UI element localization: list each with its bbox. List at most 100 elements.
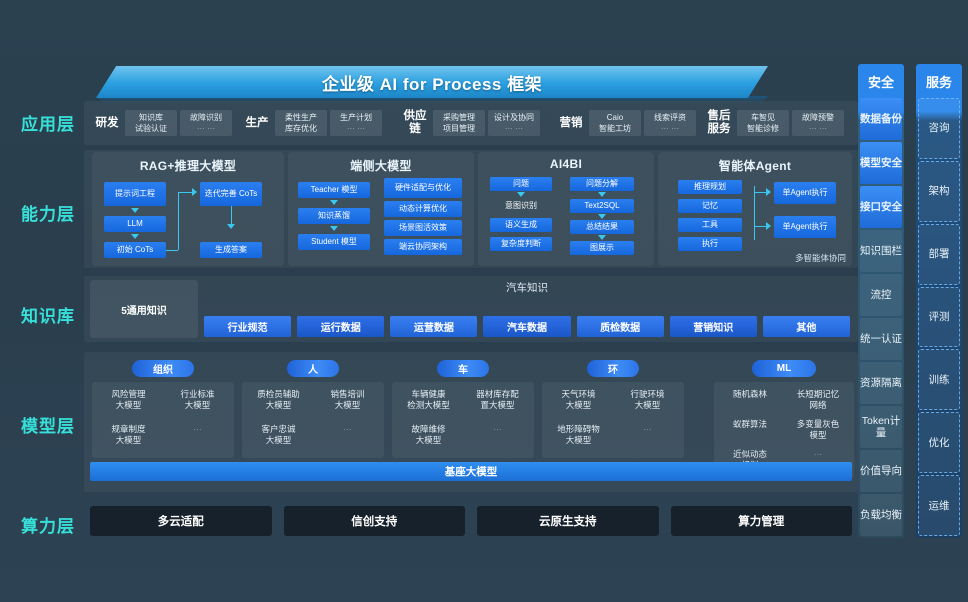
node-prompt-engineering[interactable]: 提示词工程 xyxy=(104,182,166,206)
model-item[interactable]: ··· xyxy=(343,424,352,434)
capability-box-edge-model[interactable]: 端侧大模型 Teacher 模型 知识蒸馏 Student 模型 硬件适配与优化… xyxy=(288,152,474,266)
model-item[interactable]: 行驶环境 大模型 xyxy=(630,389,665,410)
node-initial-cots[interactable]: 初始 CoTs xyxy=(104,242,166,258)
rail-security-item[interactable]: 接口安全 xyxy=(860,186,902,228)
model-item[interactable]: ··· xyxy=(643,424,652,434)
application-group[interactable]: 供应链 采购管理 项目管理 设计及协同 ··· ··· xyxy=(400,103,540,143)
knowledge-chip[interactable]: 营销知识 xyxy=(669,316,757,337)
model-item[interactable]: ··· xyxy=(193,424,202,434)
application-chip[interactable]: 采购管理 项目管理 xyxy=(433,110,485,136)
base-model-bar[interactable]: 基座大模型 xyxy=(90,462,852,481)
model-item[interactable]: 质检员辅助 大模型 xyxy=(257,389,300,410)
rail-security-item[interactable]: 模型安全 xyxy=(860,142,902,184)
general-knowledge-card[interactable]: 5通用知识 xyxy=(90,280,198,338)
node-iterative-cots[interactable]: 迭代完善 CoTs xyxy=(200,182,262,206)
rail-service-item[interactable]: 训练 xyxy=(918,349,960,411)
rail-service-item[interactable]: 架构 xyxy=(918,160,960,222)
application-group[interactable]: 生产 柔性生产 库存优化 生产计划 ··· ··· xyxy=(242,103,382,143)
capability-box-ai4bi[interactable]: AI4BI 问题 意图识别 语义生成 复杂度判断 问题分解 Text2SQL 总… xyxy=(478,152,654,266)
node-summarize-results[interactable]: 总结结果 xyxy=(570,220,634,234)
node-generate-answer[interactable]: 生成答案 xyxy=(200,242,262,258)
application-chip[interactable]: 故障预警 ··· ··· xyxy=(792,110,844,136)
model-item[interactable]: 车辆健康 检测大模型 xyxy=(407,389,450,410)
model-group[interactable]: 组织 风险管理 大模型 行业标准 大模型 规章制度 大模型 ··· xyxy=(92,360,234,458)
model-group[interactable]: ML随机森林长短期记忆网络蚁群算法多变量灰色模型近似动态规划··· xyxy=(714,360,854,478)
application-chip[interactable]: 设计及协同 ··· ··· xyxy=(488,110,540,136)
application-group[interactable]: 营销 Caio 智能工坊 线索评资 ··· ··· xyxy=(556,103,696,143)
rail-security-item[interactable]: 数据备份 xyxy=(860,98,902,140)
node-memory[interactable]: 记忆 xyxy=(678,199,742,213)
model-item[interactable]: 风险管理 大模型 xyxy=(111,389,146,410)
node-cloud-edge-architecture[interactable]: 端云协同架构 xyxy=(384,239,462,255)
model-item[interactable]: 故障维修 大模型 xyxy=(411,424,446,445)
node-knowledge-distillation[interactable]: 知识蒸馏 xyxy=(298,208,370,224)
node-execute[interactable]: 执行 xyxy=(678,237,742,251)
node-scenario-policy[interactable]: 场景图活效策 xyxy=(384,220,462,236)
capability-box-rag[interactable]: RAG+推理大模型 提示词工程 LLM 初始 CoTs 迭代完善 CoTs 生成… xyxy=(92,152,284,266)
rail-security-item[interactable]: 知识围栏 xyxy=(860,230,902,272)
model-group[interactable]: 车车辆健康 检测大模型 器材库存配 置大模型 故障维修 大模型 ··· xyxy=(392,360,534,458)
model-group[interactable]: 环天气环境 大模型 行驶环境 大模型 地形障碍物 大模型 ··· xyxy=(542,360,684,458)
rail-security-item[interactable]: 流控 xyxy=(860,274,902,316)
application-chip[interactable]: 知识库 试验认证 xyxy=(125,110,177,136)
application-chip[interactable]: Caio 智能工坊 xyxy=(589,110,641,136)
node-intent-recognition[interactable]: 意图识别 xyxy=(505,201,537,211)
model-item[interactable]: 器材库存配 置大模型 xyxy=(476,389,519,410)
rail-security-item[interactable]: 资源隔离 xyxy=(860,362,902,404)
model-item[interactable]: 规章制度 大模型 xyxy=(111,424,146,445)
node-semantic-generation[interactable]: 语义生成 xyxy=(490,218,552,232)
application-chip[interactable]: 柔性生产 库存优化 xyxy=(275,110,327,136)
knowledge-chip[interactable]: 运营数据 xyxy=(390,316,478,337)
application-chip[interactable]: 故障识别 ··· ··· xyxy=(180,110,232,136)
application-chip[interactable]: 生产计划 ··· ··· xyxy=(330,110,382,136)
model-item[interactable]: 长短期记忆 网络 xyxy=(796,389,840,410)
application-group[interactable]: 售后服务 车智见 智能诊修 故障预警 ··· ··· xyxy=(704,103,844,143)
node-hardware-adaptation[interactable]: 硬件适配与优化 xyxy=(384,178,462,198)
capability-box-agent[interactable]: 智能体Agent 推理规划 记忆 工具 执行 单Agent执行 单Agent执行… xyxy=(658,152,852,266)
rail-service-item[interactable]: 优化 xyxy=(918,412,960,474)
rail-security-item[interactable]: Token计量 xyxy=(860,406,902,448)
rail-service-item[interactable]: 咨询 xyxy=(918,98,960,159)
model-item[interactable]: ··· xyxy=(493,424,502,434)
node-tools[interactable]: 工具 xyxy=(678,218,742,232)
rail-security-item[interactable]: 统一认证 xyxy=(860,318,902,360)
node-student-model[interactable]: Student 模型 xyxy=(298,234,370,250)
model-item[interactable]: 客户忠诚 大模型 xyxy=(261,424,296,445)
node-single-agent-exec-2[interactable]: 单Agent执行 xyxy=(774,216,836,238)
knowledge-chip[interactable]: 其他 xyxy=(762,316,850,337)
node-dynamic-compute-optimization[interactable]: 动态计算优化 xyxy=(384,201,462,217)
model-item[interactable]: ··· xyxy=(813,449,823,459)
model-item[interactable]: 行业标准 大模型 xyxy=(180,389,215,410)
application-chip[interactable]: 线索评资 ··· ··· xyxy=(644,110,696,136)
model-item[interactable]: 天气环境 大模型 xyxy=(561,389,596,410)
knowledge-chip[interactable]: 汽车数据 xyxy=(483,316,571,337)
knowledge-chip[interactable]: 质检数据 xyxy=(576,316,664,337)
model-item[interactable]: 多变量灰色 模型 xyxy=(796,419,840,440)
node-text2sql[interactable]: Text2SQL xyxy=(570,199,634,213)
application-group[interactable]: 研发 知识库 试验认证 故障识别 ··· ··· xyxy=(92,103,232,143)
node-reasoning-planning[interactable]: 推理规划 xyxy=(678,180,742,194)
model-group[interactable]: 人质检员辅助 大模型 销售培训 大模型 客户忠诚 大模型 ··· xyxy=(242,360,384,458)
compute-chip[interactable]: 信创支持 xyxy=(283,506,465,536)
compute-chip[interactable]: 云原生支持 xyxy=(477,506,659,536)
node-single-agent-exec-1[interactable]: 单Agent执行 xyxy=(774,182,836,204)
node-llm[interactable]: LLM xyxy=(104,216,166,232)
application-chip[interactable]: 车智见 智能诊修 xyxy=(737,110,789,136)
knowledge-chip[interactable]: 行业规范 xyxy=(204,316,292,337)
rail-service-item[interactable]: 评测 xyxy=(918,286,960,348)
rail-security-item[interactable]: 价值导向 xyxy=(860,450,902,492)
compute-chip[interactable]: 算力管理 xyxy=(670,506,852,536)
node-question-decomposition[interactable]: 问题分解 xyxy=(570,177,634,191)
rail-service-item[interactable]: 部署 xyxy=(918,223,960,285)
node-chart-display[interactable]: 图展示 xyxy=(570,241,634,255)
model-item[interactable]: 随机森林 xyxy=(732,389,767,399)
node-question[interactable]: 问题 xyxy=(490,177,552,191)
node-teacher-model[interactable]: Teacher 模型 xyxy=(298,182,370,198)
model-item[interactable]: 地形障碍物 大模型 xyxy=(557,424,600,445)
compute-chip[interactable]: 多云适配 xyxy=(90,506,272,536)
model-item[interactable]: 蚁群算法 xyxy=(732,419,767,429)
model-item[interactable]: 销售培训 大模型 xyxy=(330,389,365,410)
knowledge-chip[interactable]: 运行数据 xyxy=(297,316,385,337)
rail-security-item[interactable]: 负载均衡 xyxy=(860,494,902,536)
rail-service-item[interactable]: 运维 xyxy=(918,475,960,537)
